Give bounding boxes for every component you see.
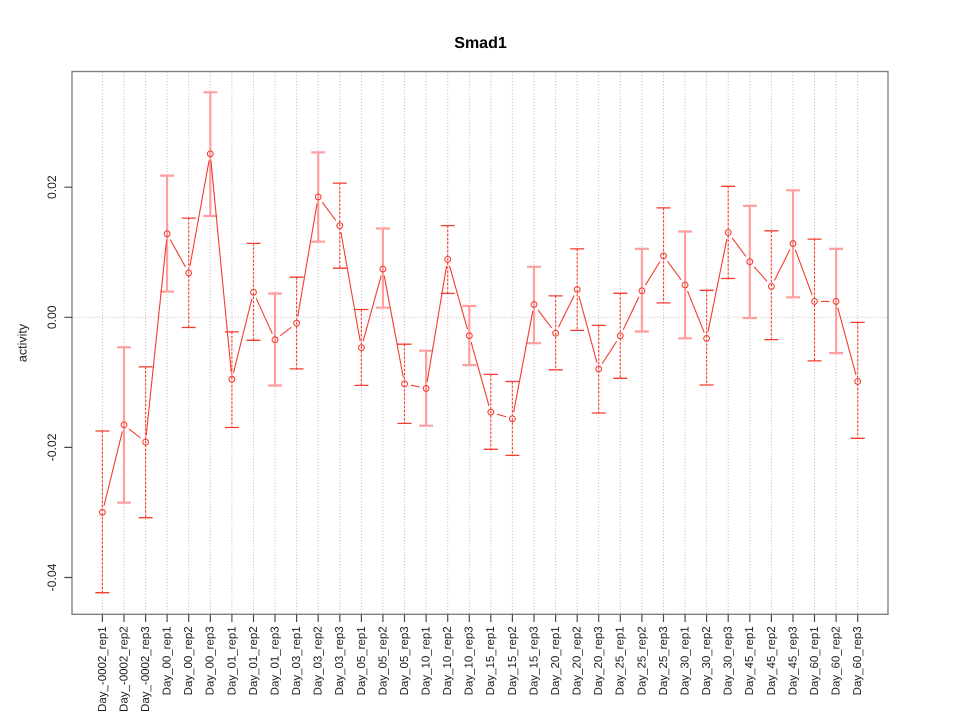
svg-text:Day_00_rep1: Day_00_rep1	[162, 626, 174, 695]
svg-text:Day_00_rep3: Day_00_rep3	[205, 626, 217, 695]
svg-text:Day_45_rep2: Day_45_rep2	[766, 626, 778, 695]
svg-text:Day_03_rep2: Day_03_rep2	[313, 626, 325, 695]
svg-text:Day_03_rep3: Day_03_rep3	[334, 626, 346, 695]
svg-text:Day_15_rep2: Day_15_rep2	[507, 626, 519, 695]
svg-text:Day_20_rep2: Day_20_rep2	[572, 626, 584, 695]
svg-text:Day_45_rep3: Day_45_rep3	[787, 626, 799, 695]
svg-text:Day_60_rep2: Day_60_rep2	[831, 626, 843, 695]
svg-text:Day_45_rep1: Day_45_rep1	[744, 626, 756, 695]
svg-text:Day_05_rep3: Day_05_rep3	[399, 626, 411, 695]
svg-text:Day_15_rep1: Day_15_rep1	[485, 626, 497, 695]
svg-text:Day_60_rep3: Day_60_rep3	[852, 626, 864, 695]
svg-text:Day_60_rep1: Day_60_rep1	[809, 626, 821, 695]
svg-text:Smad1: Smad1	[454, 35, 507, 52]
svg-text:Day_10_rep1: Day_10_rep1	[421, 626, 433, 695]
svg-text:Day_05_rep2: Day_05_rep2	[377, 626, 389, 695]
svg-text:Day_10_rep3: Day_10_rep3	[464, 626, 476, 695]
svg-text:Day_-0002_rep3: Day_-0002_rep3	[140, 626, 152, 712]
svg-text:Day_15_rep3: Day_15_rep3	[528, 626, 540, 695]
svg-text:Day_-0002_rep1: Day_-0002_rep1	[97, 626, 109, 712]
svg-text:Day_25_rep3: Day_25_rep3	[658, 626, 670, 695]
svg-text:Day_00_rep2: Day_00_rep2	[183, 626, 195, 695]
svg-text:Day_01_rep3: Day_01_rep3	[269, 626, 281, 695]
svg-text:Day_05_rep1: Day_05_rep1	[356, 626, 368, 695]
svg-text:0.02: 0.02	[45, 175, 59, 199]
svg-text:-0.02: -0.02	[45, 433, 59, 461]
svg-text:Day_01_rep2: Day_01_rep2	[248, 626, 260, 695]
svg-text:Day_-0002_rep2: Day_-0002_rep2	[118, 626, 130, 712]
svg-text:Day_25_rep1: Day_25_rep1	[615, 626, 627, 695]
svg-text:-0.04: -0.04	[45, 563, 59, 591]
svg-text:Day_25_rep2: Day_25_rep2	[636, 626, 648, 695]
svg-text:Day_30_rep2: Day_30_rep2	[701, 626, 713, 695]
svg-text:Day_03_rep1: Day_03_rep1	[291, 626, 303, 695]
svg-text:Day_10_rep2: Day_10_rep2	[442, 626, 454, 695]
svg-text:Day_20_rep1: Day_20_rep1	[550, 626, 562, 695]
svg-text:Day_20_rep3: Day_20_rep3	[593, 626, 605, 695]
svg-text:Day_30_rep3: Day_30_rep3	[723, 626, 735, 695]
svg-text:Day_30_rep1: Day_30_rep1	[680, 626, 692, 695]
svg-text:activity: activity	[16, 323, 30, 362]
svg-text:Day_01_rep1: Day_01_rep1	[226, 626, 238, 695]
svg-text:0.00: 0.00	[45, 305, 59, 329]
